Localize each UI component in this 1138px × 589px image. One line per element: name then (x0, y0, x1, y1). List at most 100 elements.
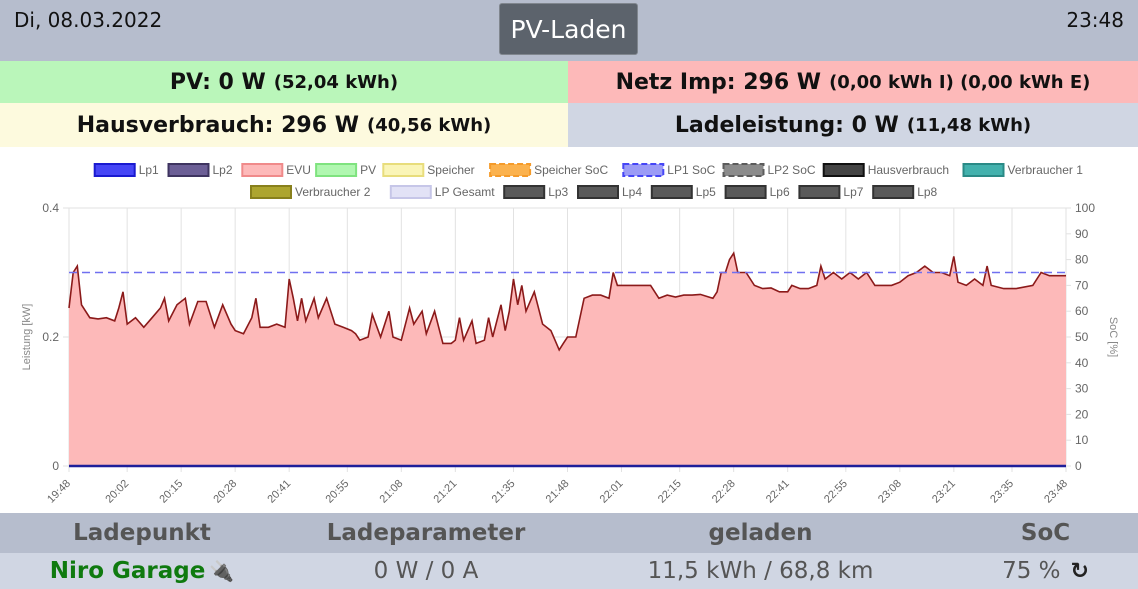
x-tick-label: 23:48 (1042, 478, 1070, 506)
x-tick-label: 20:55 (323, 478, 351, 506)
legend-swatch-pv (315, 163, 358, 177)
legend-swatch-lp1-soc (622, 163, 665, 177)
legend-label-lp-gesamt: LP Gesamt (435, 185, 495, 199)
legend-label-pv: PV (360, 163, 376, 177)
legend-swatch-hausverbrauch (822, 163, 865, 177)
legend-swatch-lp2 (167, 163, 210, 177)
grid-label: Netz Imp: 296 W (615, 69, 822, 95)
charge-power-tile: Ladeleistung: 0 W (11,48 kWh) (568, 103, 1138, 147)
y-right-tick-label: 0 (1075, 459, 1082, 473)
x-tick-label: 19:48 (45, 478, 73, 506)
date-display: Di, 08.03.2022 (14, 8, 163, 32)
house-energy: (40,56 kWh) (366, 114, 492, 136)
col-header-ladeparameter: Ladeparameter (326, 520, 526, 546)
legend-label-lp6: Lp6 (770, 185, 790, 199)
charge-mode-button[interactable]: PV-Laden (499, 3, 638, 55)
legend-label-verbraucher-1: Verbraucher 1 (1008, 163, 1084, 177)
chargepoint-name[interactable]: Niro Garage (49, 558, 206, 584)
chargepoint-table-header: Ladepunkt Ladeparameter geladen SoC (0, 513, 1138, 553)
house-label: Hausverbrauch: 296 W (76, 112, 359, 138)
grid-import-tile: Netz Imp: 296 W (0,00 kWh I) (0,00 kWh E) (568, 61, 1138, 103)
y-right-tick-label: 10 (1075, 433, 1089, 447)
legend-label-evu: EVU (286, 163, 311, 177)
x-tick-label: 20:28 (211, 478, 239, 506)
legend-label-lp8: Lp8 (917, 185, 937, 199)
legend-swatch-lp8 (872, 185, 915, 199)
legend-swatch-lp1 (93, 163, 136, 177)
y-tick-label: 0 (52, 459, 59, 473)
legend-swatch-verbraucher-2 (250, 185, 292, 199)
legend-swatch-lp6 (724, 185, 767, 199)
charge-params: 0 W / 0 A (373, 558, 479, 584)
legend-label-lp3: Lp3 (548, 185, 568, 199)
legend-swatch-lp3 (503, 185, 546, 199)
pv-tile: PV: 0 W (52,04 kWh) (0, 61, 568, 103)
y-right-tick-label: 40 (1075, 356, 1089, 370)
y-right-tick-label: 20 (1075, 407, 1089, 421)
x-tick-label: 20:02 (103, 478, 131, 506)
x-tick-label: 21:48 (544, 478, 572, 506)
y-right-axis-label: SoC [%] (1107, 317, 1119, 357)
legend-swatch-lp4 (577, 185, 619, 199)
x-tick-label: 20:15 (157, 478, 185, 506)
hausverbrauch-line (68, 251, 1066, 352)
y-right-tick-label: 100 (1075, 201, 1095, 215)
power-chart-svg: Lp1 Lp2 EVU PV Speicher Speicher SoC LP1 SoC LP… (21, 163, 1119, 506)
evu-area (69, 253, 1066, 466)
x-tick-label: 22:01 (598, 478, 626, 506)
soc-value: 75 % (1002, 558, 1061, 584)
legend-label-lp4: Lp4 (622, 185, 642, 199)
y-tick-label: 0.2 (42, 330, 59, 344)
y-right-tick-label: 90 (1075, 227, 1089, 241)
legend-label-lp5: Lp5 (696, 185, 716, 199)
legend-swatch-lp5 (650, 185, 693, 199)
legend-label-verbraucher-2: Verbraucher 2 (295, 185, 371, 199)
y-right-tick-label: 50 (1075, 330, 1089, 344)
y-axis-label: Leistung [kW] (21, 304, 33, 371)
y-right-tick-label: 60 (1075, 304, 1089, 318)
legend-label-speicher: Speicher (427, 163, 474, 177)
x-tick-label: 23:21 (930, 478, 958, 506)
charge-energy: (11,48 kWh) (906, 114, 1032, 136)
power-chart: Lp1 Lp2 EVU PV Speicher Speicher SoC LP1 SoC LP… (0, 147, 1138, 513)
legend-label-lp2: Lp2 (213, 163, 233, 177)
legend-label-hausverbrauch: Hausverbrauch (868, 163, 949, 177)
legend-label-speicher-soc: Speicher SoC (534, 163, 608, 177)
charge-label: Ladeleistung: 0 W (674, 112, 899, 138)
x-tick-label: 22:55 (822, 478, 850, 506)
chargepoint-row: Niro Garage 🔌 0 W / 0 A 11,5 kWh / 68,8 … (0, 553, 1138, 589)
pv-energy: (52,04 kWh) (273, 71, 399, 93)
y-tick-label: 0.4 (42, 201, 59, 215)
y-right-tick-label: 80 (1075, 253, 1089, 267)
x-tick-label: 22:28 (710, 478, 738, 506)
refresh-icon[interactable]: ↻ (1070, 558, 1089, 584)
pv-label: PV: 0 W (169, 69, 266, 95)
plug-icon: 🔌 (209, 559, 235, 583)
x-tick-label: 23:08 (876, 478, 904, 506)
legend-swatch-lp2-soc (722, 163, 765, 177)
legend-label-lp7: Lp7 (843, 185, 863, 199)
x-tick-label: 21:35 (490, 478, 518, 506)
legend-swatch-verbraucher-1 (962, 163, 1005, 177)
x-tick-label: 23:35 (988, 478, 1016, 506)
x-tick-label: 20:41 (265, 478, 293, 506)
chargepoint-name-cell[interactable]: Niro Garage 🔌 (0, 553, 284, 589)
legend-label-lp1-soc: LP1 SoC (667, 163, 715, 177)
x-tick-label: 21:21 (432, 478, 460, 506)
col-header-ladepunkt: Ladepunkt (73, 520, 211, 546)
y-right-tick-label: 70 (1075, 278, 1089, 292)
soc-cell: 75 % ↻ (953, 553, 1138, 589)
legend-swatch-speicher (382, 163, 425, 177)
x-tick-label: 22:15 (656, 478, 684, 506)
x-tick-label: 22:41 (764, 478, 792, 506)
header-bar: Di, 08.03.2022 PV-Laden 23:48 (0, 0, 1138, 61)
charged-amount: 11,5 kWh / 68,8 km (647, 558, 874, 584)
y-right-tick-label: 30 (1075, 382, 1089, 396)
house-consumption-tile: Hausverbrauch: 296 W (40,56 kWh) (0, 103, 568, 147)
col-header-geladen: geladen (708, 520, 813, 546)
legend-swatch-lp7 (798, 185, 841, 199)
x-tick-label: 21:08 (378, 478, 406, 506)
legend-swatch-evu (241, 163, 284, 177)
legend-label-lp1: Lp1 (139, 163, 159, 177)
time-display: 23:48 (1066, 8, 1124, 32)
